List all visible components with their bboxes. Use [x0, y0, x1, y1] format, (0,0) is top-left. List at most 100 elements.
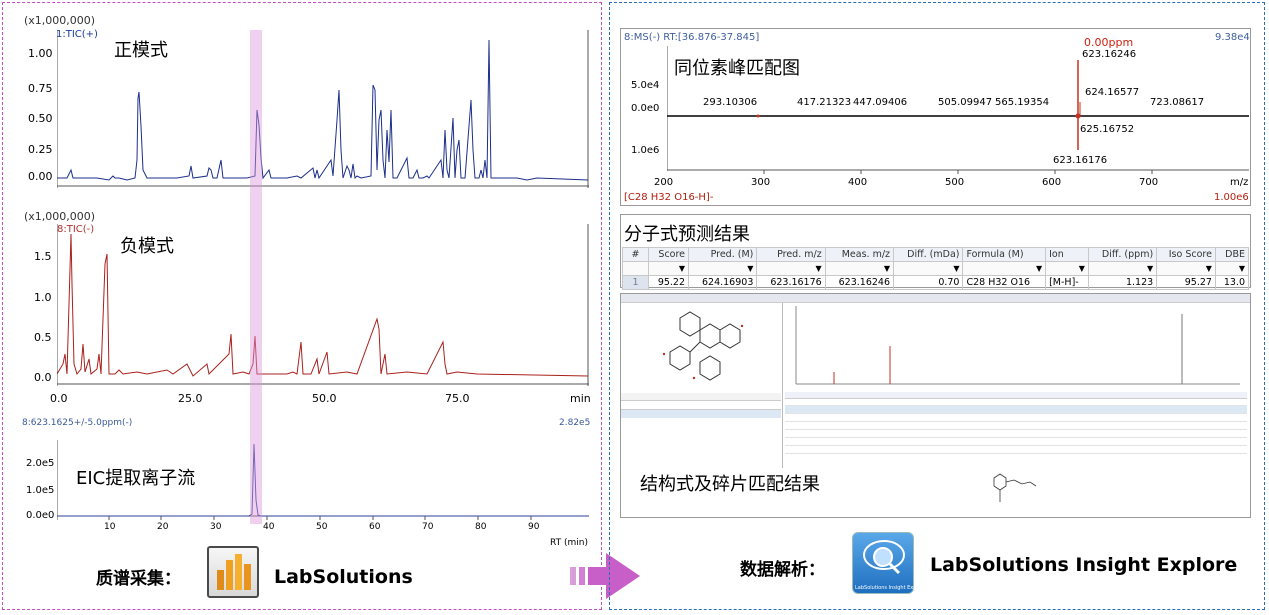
- ms-xtick-2: 300: [751, 177, 771, 188]
- col-score[interactable]: Score: [647, 247, 690, 262]
- filter-icon[interactable]: ▼: [647, 261, 690, 276]
- embedded-candidate-table: [621, 393, 781, 419]
- tic-neg-ytick-3: 0.5: [34, 331, 52, 344]
- tic-neg-ytick-1: 1.5: [34, 250, 52, 263]
- col-dbe[interactable]: DBE: [1214, 247, 1250, 262]
- ms-lower-max: 1.00e6: [1214, 192, 1249, 203]
- cell-formula: C28 H32 O16: [962, 275, 1047, 290]
- tic-negative-chart: [57, 224, 589, 386]
- table-row[interactable]: 1 95.22 624.16903 623.16176 623.16246 0.…: [622, 275, 1250, 290]
- rt-highlight-band: [250, 30, 262, 524]
- eic-xtick-6: 60: [369, 522, 381, 532]
- eic-xtick-1: 10: [104, 522, 116, 532]
- app-icon-caption: LabSolutions Insight Explorer: [855, 585, 928, 591]
- cell-diff-mda: 0.70: [893, 275, 964, 290]
- tic-neg-ytick-4: 0.0: [34, 371, 52, 384]
- molecule-structure-image: [662, 311, 744, 381]
- peak-label-624-16577: 624.16577: [1085, 87, 1140, 98]
- col-iso-score[interactable]: Iso Score: [1156, 247, 1216, 262]
- ms-spectrum-chart: [667, 46, 1249, 174]
- acquisition-panel: [2, 2, 602, 610]
- eic-max-intensity: 2.82e5: [559, 418, 591, 428]
- tic-neg-xtick-unit: min: [570, 392, 591, 405]
- positive-mode-label: 正模式: [114, 40, 168, 61]
- cell-dbe: 13.0: [1214, 275, 1250, 290]
- ms-spectrum-window: [620, 28, 1251, 206]
- bar-chart-icon: [217, 554, 251, 590]
- filter-icon[interactable]: ▼: [893, 261, 964, 276]
- tic-neg-xtick-3: 50.0: [312, 392, 337, 405]
- eic-xtick-5: 50: [316, 522, 328, 532]
- cell-ion: [M-H]-: [1045, 275, 1089, 290]
- ms-ytick-2: 0.0e0: [631, 103, 660, 114]
- eic-xtick-7: 70: [422, 522, 434, 532]
- embedded-toolbar: [621, 294, 1250, 303]
- ms-xtick-1: 200: [654, 177, 674, 188]
- col-meas-mz[interactable]: Meas. m/z: [824, 247, 895, 262]
- tic-neg-xtick-2: 25.0: [178, 392, 203, 405]
- peak-label-447-09406: 447.09406: [853, 97, 908, 108]
- filter-icon[interactable]: ▼: [1087, 261, 1158, 276]
- tic-pos-ytick-3: 0.50: [28, 112, 53, 125]
- magnifier-icon: [863, 540, 905, 575]
- ms-formula-label: [C28 H32 O16-H]-: [624, 192, 714, 203]
- labsolutions-app-name: LabSolutions: [274, 566, 413, 588]
- labsolutions-app-icon[interactable]: [207, 546, 259, 598]
- formula-table-header: # Score Pred. (M) Pred. m/z Meas. m/z Di…: [622, 247, 1250, 262]
- tic-pos-trace-label: 1:TIC(+): [56, 29, 98, 40]
- peak-label-565-19354: 565.19354: [995, 97, 1050, 108]
- formula-table-filter-row: ▼ ▼ ▼ ▼ ▼ ▼ ▼ ▼ ▼ ▼: [622, 261, 1250, 276]
- fragment-structure-image: [993, 473, 1037, 502]
- ms-xtick-5: 600: [1042, 177, 1062, 188]
- analysis-footer-label: 数据解析：: [740, 560, 825, 580]
- eic-xtick-9: 90: [528, 522, 540, 532]
- eic-xaxis-label: RT (min): [550, 538, 588, 548]
- cell-diff-ppm: 1.123: [1087, 275, 1158, 290]
- cell-iso-score: 95.27: [1156, 275, 1216, 290]
- tic-neg-xtick-4: 75.0: [445, 392, 470, 405]
- eic-ytick-3: 0.0e0: [26, 510, 55, 521]
- filter-icon[interactable]: ▼: [1214, 261, 1250, 276]
- ms-trace-label: 8:MS(-) RT:[36.876-37.845]: [624, 32, 760, 43]
- peak-label-505-09947: 505.09947: [938, 97, 993, 108]
- tic-neg-ytick-2: 1.0: [34, 291, 52, 304]
- arrow-right-icon: [570, 553, 640, 599]
- eic-trace-label: 8:623.1625+/-5.0ppm(-): [22, 418, 133, 428]
- filter-icon[interactable]: ▼: [1156, 261, 1216, 276]
- col-pred-m[interactable]: Pred. (M): [688, 247, 758, 262]
- filter-icon[interactable]: ▼: [962, 261, 1047, 276]
- col-diff-mda[interactable]: Diff. (mDa): [893, 247, 964, 262]
- col-ion[interactable]: Ion: [1045, 247, 1089, 262]
- tic-neg-scale: (x1,000,000): [24, 210, 96, 223]
- filter-icon[interactable]: ▼: [824, 261, 895, 276]
- eic-xtick-2: 20: [157, 522, 169, 532]
- peak-label-723-08617: 723.08617: [1150, 97, 1205, 108]
- acquisition-footer-label: 质谱采集：: [96, 569, 181, 589]
- embedded-fragment-table: [785, 392, 1247, 466]
- insight-explore-app-icon[interactable]: LabSolutions Insight Explorer: [852, 532, 928, 594]
- col-pred-mz[interactable]: Pred. m/z: [756, 247, 826, 262]
- col-diff-ppm[interactable]: Diff. (ppm): [1087, 247, 1158, 262]
- analysis-panel: [609, 2, 1265, 610]
- cell-pred-mz: 623.16176: [756, 275, 826, 290]
- ppm-label: 0.00ppm: [1084, 36, 1134, 49]
- structure-fragment-title: 结构式及碎片匹配结果: [640, 474, 820, 495]
- tic-pos-ytick-4: 0.25: [28, 143, 53, 156]
- cell-meas-mz: 623.16246: [824, 275, 895, 290]
- tic-positive-chart: [57, 30, 589, 188]
- eic-xtick-4: 40: [263, 522, 275, 532]
- filter-icon[interactable]: ▼: [1045, 261, 1089, 276]
- filter-icon[interactable]: ▼: [688, 261, 758, 276]
- ms-xaxis-label: m/z: [1230, 177, 1249, 188]
- eic-xtick-8: 80: [475, 522, 487, 532]
- col-formula[interactable]: Formula (M): [962, 247, 1047, 262]
- isotope-match-title: 同位素峰匹配图: [674, 58, 800, 79]
- eic-ytick-2: 1.0e5: [26, 485, 55, 496]
- tic-pos-ytick-5: 0.00: [28, 170, 53, 183]
- tic-neg-trace-label: 8:TIC(-): [57, 224, 95, 235]
- ms-xtick-4: 500: [945, 177, 965, 188]
- filter-icon[interactable]: ▼: [756, 261, 826, 276]
- tic-neg-xtick-1: 0.0: [50, 392, 68, 405]
- ms-max-intensity: 9.38e4: [1215, 32, 1250, 43]
- ms-ytick-1: 5.0e4: [631, 80, 660, 91]
